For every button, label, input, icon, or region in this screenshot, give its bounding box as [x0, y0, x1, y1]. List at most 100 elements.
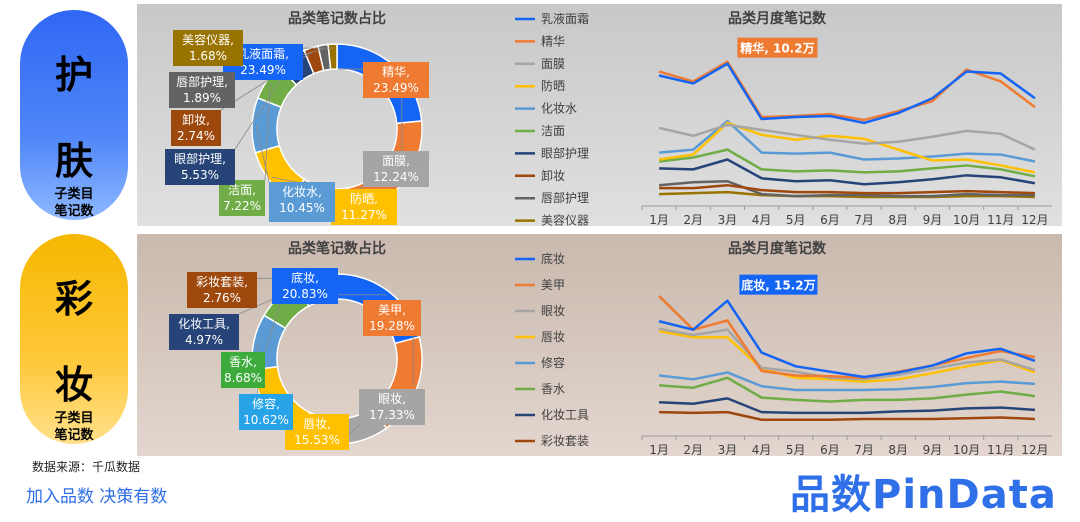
series-line-7 — [659, 397, 1036, 415]
x-tick-label: 7月 — [854, 213, 874, 226]
x-tick-label: 3月 — [718, 213, 738, 226]
series-line-7 — [659, 158, 1036, 186]
skin-care-panel: 品类笔记数占比 乳液面霜, 23.49% 精华, 23.49% 面膜, 12.24% 防晒, 1… — [137, 4, 1062, 228]
pie-label-name: 唇妆, — [303, 417, 331, 431]
annotation-box — [737, 37, 818, 58]
pie-label-value: 19.28% — [369, 319, 415, 333]
pie-label-box — [173, 30, 243, 66]
pie-label-box — [285, 414, 349, 450]
legend-label: 卸妆 — [541, 168, 565, 183]
legend-label: 洁面 — [541, 124, 565, 138]
skin-badge-char-2: 肤 — [54, 139, 93, 183]
pie-label-box — [221, 352, 265, 388]
pie-label-name: 眼部护理, — [174, 151, 226, 166]
pie-label-value: 5.53% — [181, 168, 219, 182]
x-tick-label: 6月 — [820, 213, 840, 226]
pie-label-value: 2.76% — [203, 291, 241, 305]
x-tick-label: 4月 — [752, 213, 772, 226]
legend-label: 眼部护理 — [541, 145, 589, 160]
slogan: 加入品数 决策有数 — [26, 487, 168, 507]
x-tick-label: 7月 — [854, 443, 874, 456]
legend-label: 唇妆 — [541, 330, 565, 344]
series-line-8 — [659, 410, 1035, 422]
pie-label-name: 彩妆套装, — [196, 275, 248, 289]
series-line-8 — [659, 183, 1035, 195]
pie-label-name: 修容, — [252, 396, 280, 411]
pie-title: 品类笔记数占比 — [288, 10, 386, 27]
legend-label: 面膜 — [541, 57, 565, 71]
legend-label: 眼妆 — [541, 304, 565, 318]
pie-label-name: 底妆, — [291, 270, 319, 285]
pie-label-value: 2.74% — [177, 129, 215, 143]
makeup-panel: 品类笔记数占比 底妆, 20.83% 美甲, 19.28% 眼妆, 17.33% 唇妆, 15.… — [137, 234, 1062, 457]
x-tick-label: 11月 — [987, 443, 1014, 456]
pie-label-value: 1.68% — [189, 49, 227, 63]
x-tick-label: 5月 — [786, 213, 806, 226]
x-tick-label: 2月 — [683, 443, 703, 456]
pie-label-box — [169, 72, 235, 108]
x-tick-label: 10月 — [953, 213, 980, 226]
series-line-1 — [658, 62, 1036, 125]
makeup-badge: 彩 妆 子类目 笔记数 — [20, 234, 128, 444]
pie-label-value: 11.27% — [341, 208, 387, 222]
legend-label: 香水 — [541, 382, 565, 396]
x-tick-label: 1月 — [649, 213, 669, 226]
x-tick-label: 12月 — [1021, 213, 1048, 226]
series-line-3 — [658, 123, 1036, 151]
pie-label-name: 唇部护理, — [176, 74, 228, 89]
pie-label-name: 香水, — [229, 355, 257, 369]
x-tick-label: 11月 — [987, 213, 1014, 226]
pie-label-box — [363, 300, 421, 336]
x-tick-label: 2月 — [683, 213, 703, 226]
line-chart-title: 品类月度笔记数 — [728, 10, 827, 27]
legend-label: 美甲 — [541, 278, 565, 292]
pie-slice-10 — [327, 43, 338, 71]
pie-label-name: 面膜, — [382, 154, 410, 168]
x-tick-label: 8月 — [888, 213, 908, 226]
legend-label: 唇部护理 — [541, 190, 589, 205]
skin-badge-sub-1: 子类目 — [54, 187, 94, 202]
pie-label-value: 10.62% — [243, 413, 289, 427]
pie-label-box — [331, 189, 397, 225]
pie-label-value: 10.45% — [279, 201, 325, 215]
legend-label: 防晒 — [541, 78, 565, 93]
pie-label-value: 1.89% — [183, 91, 221, 105]
pie-label-value: 23.49% — [240, 63, 286, 77]
pie-label-value: 8.68% — [224, 371, 262, 385]
pie-title: 品类笔记数占比 — [288, 240, 386, 257]
legend-label: 乳液面霜 — [541, 11, 589, 26]
pie-label-name: 防晒, — [350, 191, 378, 206]
pie-label-value: 17.33% — [369, 408, 415, 422]
pie-label-value: 20.83% — [282, 287, 328, 301]
pie-label-value: 7.22% — [223, 199, 261, 213]
pie-label-box — [363, 151, 429, 187]
makeup-badge-char-1: 彩 — [54, 277, 93, 321]
pie-label-box — [363, 62, 429, 98]
pie-label-name: 洁面, — [228, 183, 256, 197]
skin-care-badge: 护 肤 子类目 笔记数 — [20, 10, 128, 220]
pie-label-value: 12.24% — [373, 170, 419, 184]
x-tick-label: 9月 — [923, 443, 943, 456]
pie-label-value: 15.53% — [294, 433, 340, 447]
pie-label-box — [269, 182, 335, 222]
annotation-label: 底妆, 15.2万 — [741, 278, 815, 293]
legend-label: 修容 — [541, 355, 565, 370]
x-tick-label: 10月 — [953, 443, 980, 456]
data-source-note: 数据来源：千瓜数据 — [32, 460, 141, 474]
x-tick-label: 5月 — [786, 443, 806, 456]
pie-label-value: 4.97% — [185, 333, 223, 347]
series-line-4 — [658, 329, 1036, 383]
pie-label-box — [359, 389, 425, 425]
pie-label-box — [165, 149, 235, 185]
makeup-badge-sub-1: 子类目 — [54, 411, 94, 426]
series-line-4 — [658, 121, 1036, 174]
pie-label-box — [239, 394, 293, 430]
pie-label-name: 卸妆, — [182, 112, 210, 127]
legend-label: 美容仪器 — [541, 213, 589, 226]
pie-label-name: 美容仪器, — [182, 32, 234, 47]
brand-logo: 品数PinData — [790, 472, 1057, 518]
pie-label-box — [171, 110, 221, 146]
annotation-box — [739, 274, 818, 295]
